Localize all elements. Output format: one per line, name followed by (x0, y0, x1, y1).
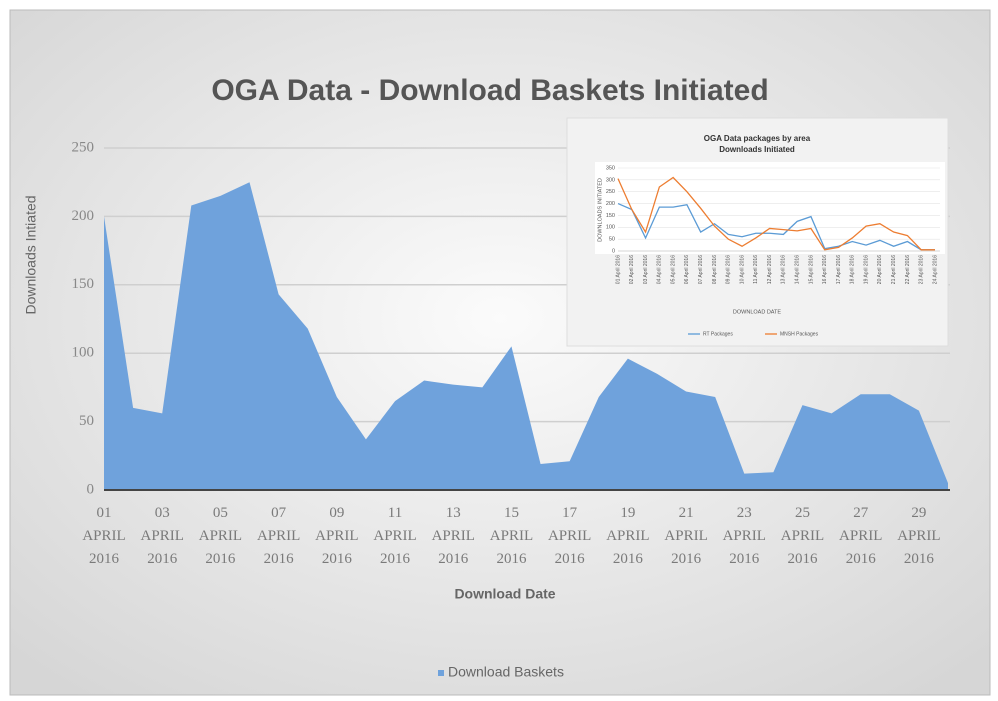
x-tick-label: 08 April 2016 (712, 255, 718, 284)
x-tick-label: 05 APRIL 2016 (198, 505, 243, 567)
y-axis-label: DOWNLOADS INITIATED (597, 178, 603, 242)
y-tick-label: 100 (72, 345, 95, 361)
y-tick-label: 150 (72, 276, 95, 292)
y-tick-label: 250 (72, 139, 95, 155)
x-tick-label: 29 APRIL 2016 (897, 505, 941, 567)
legend-swatch (438, 670, 444, 676)
chart-subtitle: Downloads Initiated (719, 145, 795, 154)
x-tick-label: 07 APRIL 2016 (256, 505, 301, 567)
y-tick-label: 350 (606, 165, 615, 171)
line (617, 176, 935, 251)
x-tick-label: 14 April 2016 (795, 255, 801, 284)
x-tick-label: 02 April 2016 (629, 255, 635, 284)
x-tick-label: 06 April 2016 (684, 255, 690, 284)
legend-label: Download Baskets (448, 664, 564, 680)
x-tick-label: 07 April 2016 (698, 255, 704, 284)
x-tick-label: 15 April 2016 (808, 255, 814, 284)
x-tick-label: 19 APRIL 2016 (606, 505, 650, 567)
x-tick-label: 11 APRIL 2016 (373, 505, 417, 567)
x-tick-label: 13 April 2016 (781, 255, 787, 284)
y-tick-label: 100 (606, 225, 615, 231)
y-tick-label: 150 (606, 213, 615, 219)
y-tick-label: 200 (72, 208, 95, 224)
x-tick-label: 12 April 2016 (767, 255, 773, 284)
y-tick-label: 50 (79, 413, 94, 429)
x-tick-label: 13 APRIL 2016 (431, 505, 475, 567)
x-tick-label: 21 April 2016 (891, 255, 897, 284)
x-tick-label: 03 APRIL 2016 (140, 505, 184, 567)
y-tick-label: 0 (612, 248, 615, 254)
x-tick-label: 20 April 2016 (877, 255, 883, 284)
x-tick-label: 19 April 2016 (863, 255, 869, 284)
x-tick-label: 24 April 2016 (932, 255, 938, 284)
x-tick-label: 01 April 2016 (615, 255, 621, 284)
x-tick-label: 21 APRIL 2016 (664, 505, 708, 567)
x-tick-label: 25 APRIL 2016 (780, 505, 825, 567)
x-tick-label: 11 April 2016 (753, 255, 759, 284)
x-tick-label: 18 April 2016 (850, 255, 856, 284)
y-tick-label: 300 (606, 177, 615, 183)
plot-background (595, 162, 945, 254)
y-tick-label: 250 (606, 189, 615, 195)
x-axis-label: Download Date (454, 586, 555, 602)
x-tick-label: 05 April 2016 (670, 255, 676, 284)
x-tick-label: 17 April 2016 (836, 255, 842, 284)
x-tick-label: 22 April 2016 (905, 255, 911, 284)
x-tick-label: 04 April 2016 (657, 255, 663, 284)
x-tick-label: 23 April 2016 (919, 255, 925, 284)
line (617, 202, 935, 251)
chart-title: OGA Data packages by area (704, 134, 811, 143)
legend-label: RT Packages (703, 331, 733, 337)
y-axis-label: Downloads Intiated (23, 195, 39, 314)
area (104, 182, 948, 490)
x-tick-label: 10 April 2016 (739, 255, 745, 284)
y-tick-label: 0 (87, 481, 95, 497)
x-tick-label: 15 APRIL 2016 (489, 505, 534, 567)
x-tick-label: 03 April 2016 (643, 255, 649, 284)
x-tick-label: 23 APRIL 2016 (722, 505, 766, 567)
x-tick-label: 09 April 2016 (726, 255, 732, 284)
chart-title: OGA Data - Download Baskets Initiated (211, 74, 768, 107)
x-tick-label: 09 APRIL 2016 (315, 505, 359, 567)
x-tick-label: 16 April 2016 (822, 255, 828, 284)
legend-label: MNSH Packages (780, 331, 819, 337)
y-tick-label: 50 (609, 237, 615, 243)
x-axis-label: DOWNLOAD DATE (733, 309, 782, 315)
x-tick-label: 01 APRIL 2016 (82, 505, 126, 567)
x-tick-label: 27 APRIL 2016 (839, 505, 883, 567)
y-tick-label: 200 (606, 201, 615, 207)
x-tick-label: 17 APRIL 2016 (547, 505, 592, 567)
